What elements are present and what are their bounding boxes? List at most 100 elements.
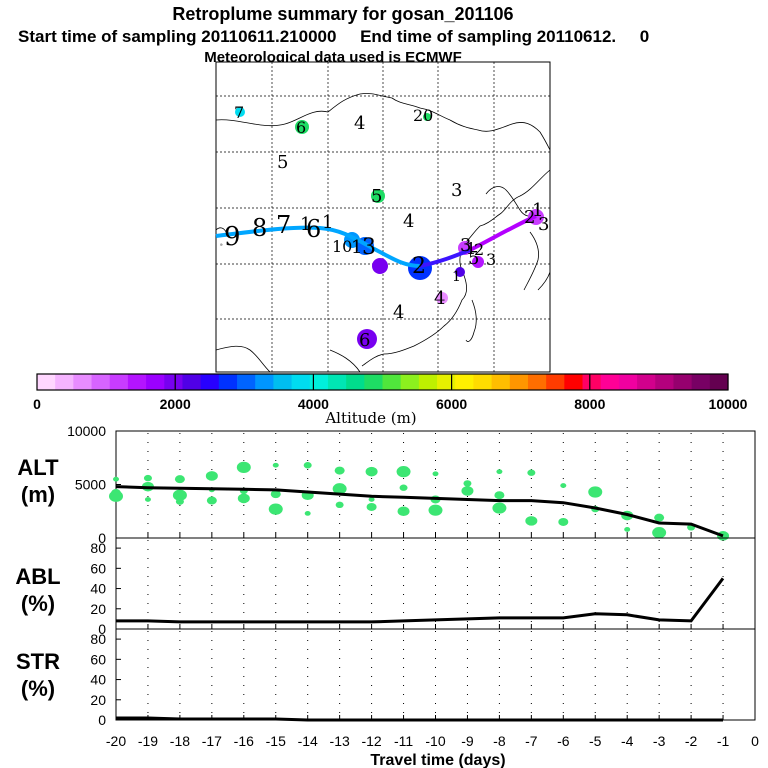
colorbar-cell (382, 374, 402, 390)
map-path-label: 1 (466, 239, 476, 258)
y-axis-label: ABL (15, 564, 60, 589)
cluster-point (143, 474, 152, 482)
y-tick-label: 40 (90, 581, 106, 597)
map-cluster-label: 6 (359, 330, 370, 351)
title-line-2: Start time of sampling 20110611.210000 E… (18, 27, 649, 46)
cluster-marker (371, 189, 385, 203)
cluster-point (268, 503, 283, 515)
colorbar-cell (400, 374, 420, 390)
cluster-point (236, 461, 251, 473)
cluster-point (527, 469, 536, 476)
cluster-point (654, 513, 665, 522)
colorbar-frame (36, 373, 729, 391)
map-cluster-label: 3 (451, 180, 462, 201)
x-tick-label: -18 (170, 733, 190, 749)
map-cluster-label: 4 (403, 211, 414, 232)
cluster-point (270, 490, 281, 499)
map-path-label: 1 (532, 200, 543, 221)
y-axis-unit: (%) (21, 591, 55, 616)
colorbar-cell (564, 374, 584, 390)
map-path-label: 7 (276, 211, 291, 239)
cluster-point (496, 469, 503, 475)
cluster-point (428, 504, 443, 516)
cluster-marker (455, 267, 465, 277)
x-tick-label: -5 (589, 733, 602, 749)
series-line-str (116, 716, 723, 722)
map-trajectory-path (215, 214, 537, 268)
y-axis-unit: (m) (21, 482, 55, 507)
cluster-point (175, 498, 184, 505)
coastlines (215, 93, 551, 373)
x-tick-label: -4 (621, 733, 634, 749)
series-line-alt (115, 485, 724, 538)
colorbar-cell (582, 374, 602, 390)
cluster-point (399, 484, 408, 491)
map-path-label: 1 (452, 269, 461, 285)
cluster-point (492, 502, 507, 514)
colorbar-cell (237, 374, 256, 390)
colorbar-ticks: 0 2000 4000 6000 8000 10000 (33, 374, 748, 412)
x-tick-label: -8 (493, 733, 506, 749)
cluster-point (335, 501, 344, 509)
panel-frame (115, 628, 756, 721)
y-axis-unit: (%) (21, 676, 55, 701)
altitude-colorbar: 0 2000 4000 6000 8000 10000 Altitude (m) (33, 373, 748, 427)
cluster-point (332, 483, 347, 495)
map-cluster-label: 6 (296, 118, 306, 137)
colorbar-cell (73, 374, 93, 390)
cluster-point (368, 497, 375, 502)
cluster-point (397, 506, 410, 517)
cluster-point (558, 517, 569, 526)
colorbar-tick-label: 8000 (574, 396, 605, 412)
x-tick-label: -15 (266, 733, 286, 749)
map-path-label: 3 (486, 250, 496, 269)
x-tick-label: -1 (717, 733, 730, 749)
cluster-point (461, 486, 474, 496)
panel-abl: 80 60 40 20 0 ABL(%) (15, 537, 756, 637)
map-cluster-label: 20 (413, 106, 433, 125)
x-tick-label: -20 (106, 733, 126, 749)
cluster-point (205, 471, 218, 481)
x-tick-label: -2 (685, 733, 698, 749)
cluster-marker (357, 329, 377, 349)
x-tick-label: -10 (425, 733, 445, 749)
colorbar-cell (291, 374, 311, 390)
y-tick-label: 80 (90, 540, 106, 556)
y-tick-label: 60 (90, 651, 106, 667)
y-tick-label: 20 (90, 692, 106, 708)
colorbar-cell (709, 374, 729, 390)
x-axis-label: Travel time (days) (370, 752, 505, 768)
colorbar-cell (527, 374, 547, 390)
panel-str: 80 60 40 20 0 STR(%) (16, 628, 756, 728)
colorbar-cell (473, 374, 493, 390)
y-tick-label: 0 (98, 621, 106, 637)
map-path-label: 3 (362, 235, 376, 260)
colorbar-cell (146, 374, 165, 390)
cluster-point (334, 466, 345, 475)
cluster-point (588, 486, 603, 498)
colorbar-cell (673, 374, 693, 390)
series-line-abl (116, 577, 725, 624)
colorbar-cell (637, 374, 656, 390)
x-axis-ticks: -20 -19 -18 -17 -16 -15 -14 -13 -12 -11 -10 -9 -8 -7-… (106, 733, 759, 749)
y-tick-label: 0 (98, 530, 106, 546)
map-cluster-label: 5 (371, 186, 382, 207)
cluster-point (652, 527, 667, 539)
y-tick-label: 10000 (67, 423, 106, 439)
x-tick-label: -12 (361, 733, 381, 749)
map-path-label: 2 (412, 254, 426, 279)
map-path-label: 8 (252, 214, 267, 242)
x-tick-label: -11 (394, 733, 413, 749)
map-cluster-label: 5 (277, 152, 288, 173)
cluster-point (113, 476, 119, 482)
panel-frame (115, 537, 756, 630)
y-tick-label: 0 (98, 712, 106, 728)
x-tick-label: -13 (330, 733, 350, 749)
colorbar-tick-label: 6000 (436, 396, 467, 412)
colorbar-cell (255, 374, 274, 390)
colorbar-cell (600, 374, 620, 390)
colorbar-cell (618, 374, 638, 390)
map-path-label: 3 (460, 235, 471, 256)
